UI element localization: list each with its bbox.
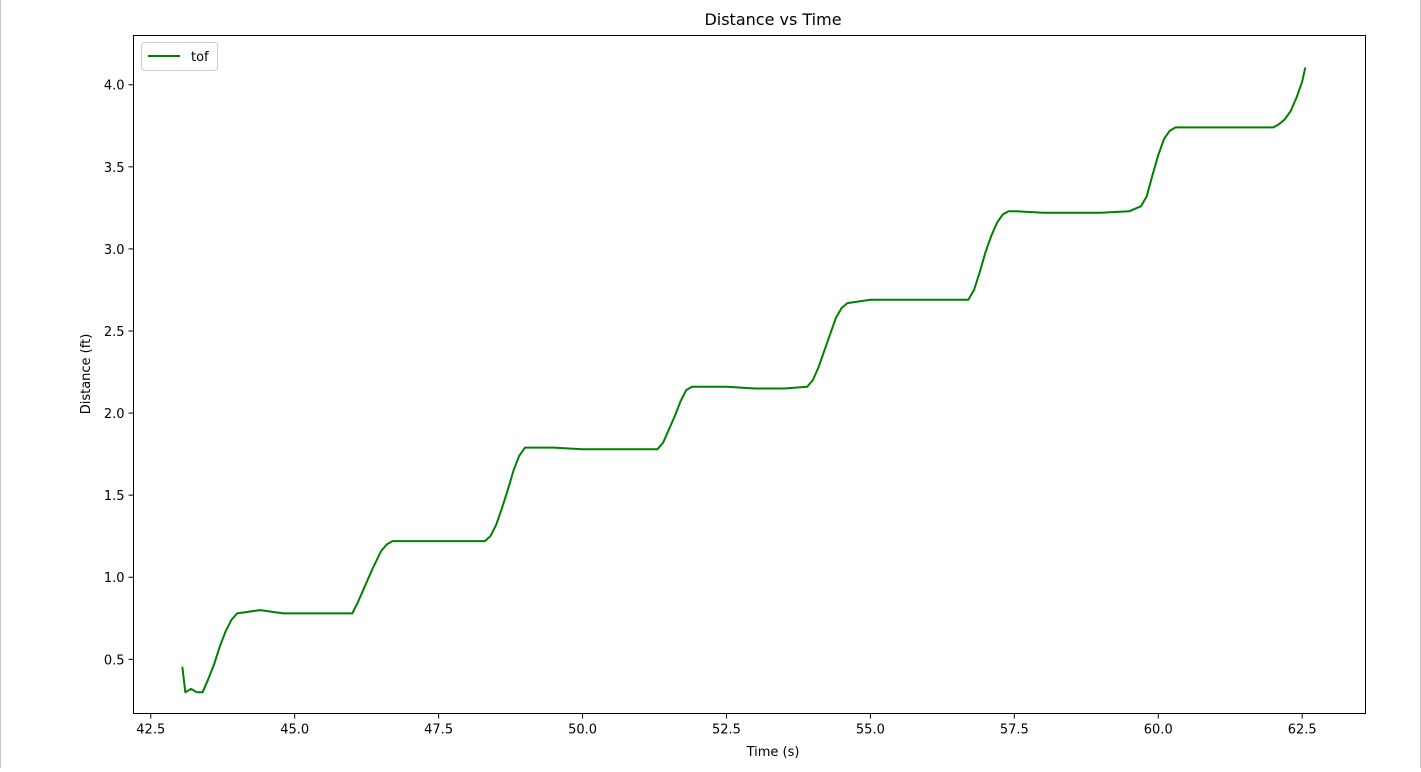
x-tick-label: 60.0 [1144,723,1173,738]
x-tick-label: 57.5 [1000,723,1029,738]
y-tick-label: 3.0 [104,243,125,258]
y-tick-label: 1.0 [104,571,125,586]
plot-area [181,67,1307,694]
x-tick-label: 55.0 [856,723,885,738]
x-tick-label: 52.5 [712,723,741,738]
x-axis-label: Time (s) [746,745,800,760]
y-tick-label: 4.0 [104,79,125,94]
legend-label: tof [191,50,209,65]
x-tick-label: 45.0 [280,723,309,738]
window-edge-left [0,0,1,768]
y-tick-label: 2.0 [104,407,125,422]
y-tick-label: 3.5 [104,161,125,176]
y-tick-label: 2.5 [104,325,125,340]
x-tick-label: 42.5 [136,723,165,738]
x-tick-label: 62.5 [1288,723,1317,738]
y-tick-label: 1.5 [104,489,125,504]
chart-title: Distance vs Time [704,10,841,29]
y-axis-label: Distance (ft) [79,334,94,415]
x-tick-label: 50.0 [568,723,597,738]
y-axis-ticks: 0.5 1.0 1.5 2.0 2.5 3.0 3.5 4.0 [104,79,134,668]
legend: tof [141,42,218,71]
series-line-tof [181,67,1307,694]
axes-frame [133,35,1366,714]
x-axis-ticks: 42.5 45.0 47.5 50.0 52.5 55.0 57.5 60.0 62.5 [136,713,1317,738]
y-tick-label: 0.5 [104,653,125,668]
x-tick-label: 47.5 [424,723,453,738]
